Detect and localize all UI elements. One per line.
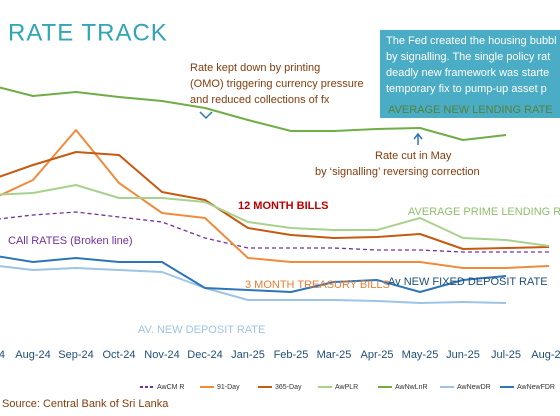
arrow [413,132,423,145]
series-line [0,265,507,304]
x-tick-label: Nov-24 [144,349,179,361]
annotation: 3 MONTH TREASURY BILLS [245,279,390,291]
x-tick-label: Jun-25 [446,349,480,361]
legend-label: 365-Day [275,384,302,391]
series-line [0,255,507,293]
x-tick-label: Dec-24 [187,349,222,361]
legend-label: AwNewDR [457,384,491,391]
annotation: Av NEW FIXED DEPOSIT RATE [388,276,548,288]
annotation: AVERAGE PRIME LENDING RATE [408,206,560,218]
series-line [0,86,507,141]
x-tick-label: May-25 [402,349,439,361]
chart-title: RATE TRACK [8,19,168,46]
annotation: Rate cut in May [375,150,452,162]
x-tick-label: Jul-24 [0,349,5,361]
x-tick-label: Aug-25 [531,349,560,361]
legend-label: AwNewFDR [517,384,555,391]
x-tick-label: Jan-25 [231,349,265,361]
arrow [199,111,213,120]
annotation: AV. NEW DEPOSIT RATE [138,324,265,336]
x-tick-label: Jul-25 [491,349,521,361]
series-line [0,184,550,247]
x-tick-label: Aug-24 [15,349,50,361]
legend-label: AwCM R [157,384,184,391]
legend-label: 91-Day [217,384,240,391]
annotation: CAll RATES (Broken line) [8,235,133,247]
x-tick-label: Mar-25 [317,349,352,361]
annotation: (OMO) triggering currency pressure [190,78,364,90]
plot [0,86,550,304]
legend-label: AwNwLnR [395,384,428,391]
x-tick-label: Sep-24 [58,349,93,361]
note-box [380,30,560,118]
annotation: Rate kept down by printing [190,62,320,74]
source: Source: Central Bank of Sri Lanka [2,398,169,410]
note-line: The Fed created the housing bubbl [386,35,557,47]
series-line [0,151,550,250]
x-tick-label: Apr-25 [360,349,393,361]
x-tick-label: Oct-24 [102,349,135,361]
legend-label: AwPLR [335,384,358,391]
annotation: AVERAGE NEW LENDING RATE [388,104,553,116]
x-tick-label: Feb-25 [274,349,309,361]
series-line [0,211,549,253]
annotation: by ‘signalling’ reversing correction [315,166,480,178]
annotation: and reduced collections of fx [190,94,330,106]
series-line [0,129,550,269]
annotation: 12 MONTH BILLS [238,200,328,212]
note-line: temporary fix to pump-up asset p [386,83,547,95]
note-line: deadly new framework was starte [386,67,549,79]
note-line: by signalling. The single policy rat [386,51,550,63]
